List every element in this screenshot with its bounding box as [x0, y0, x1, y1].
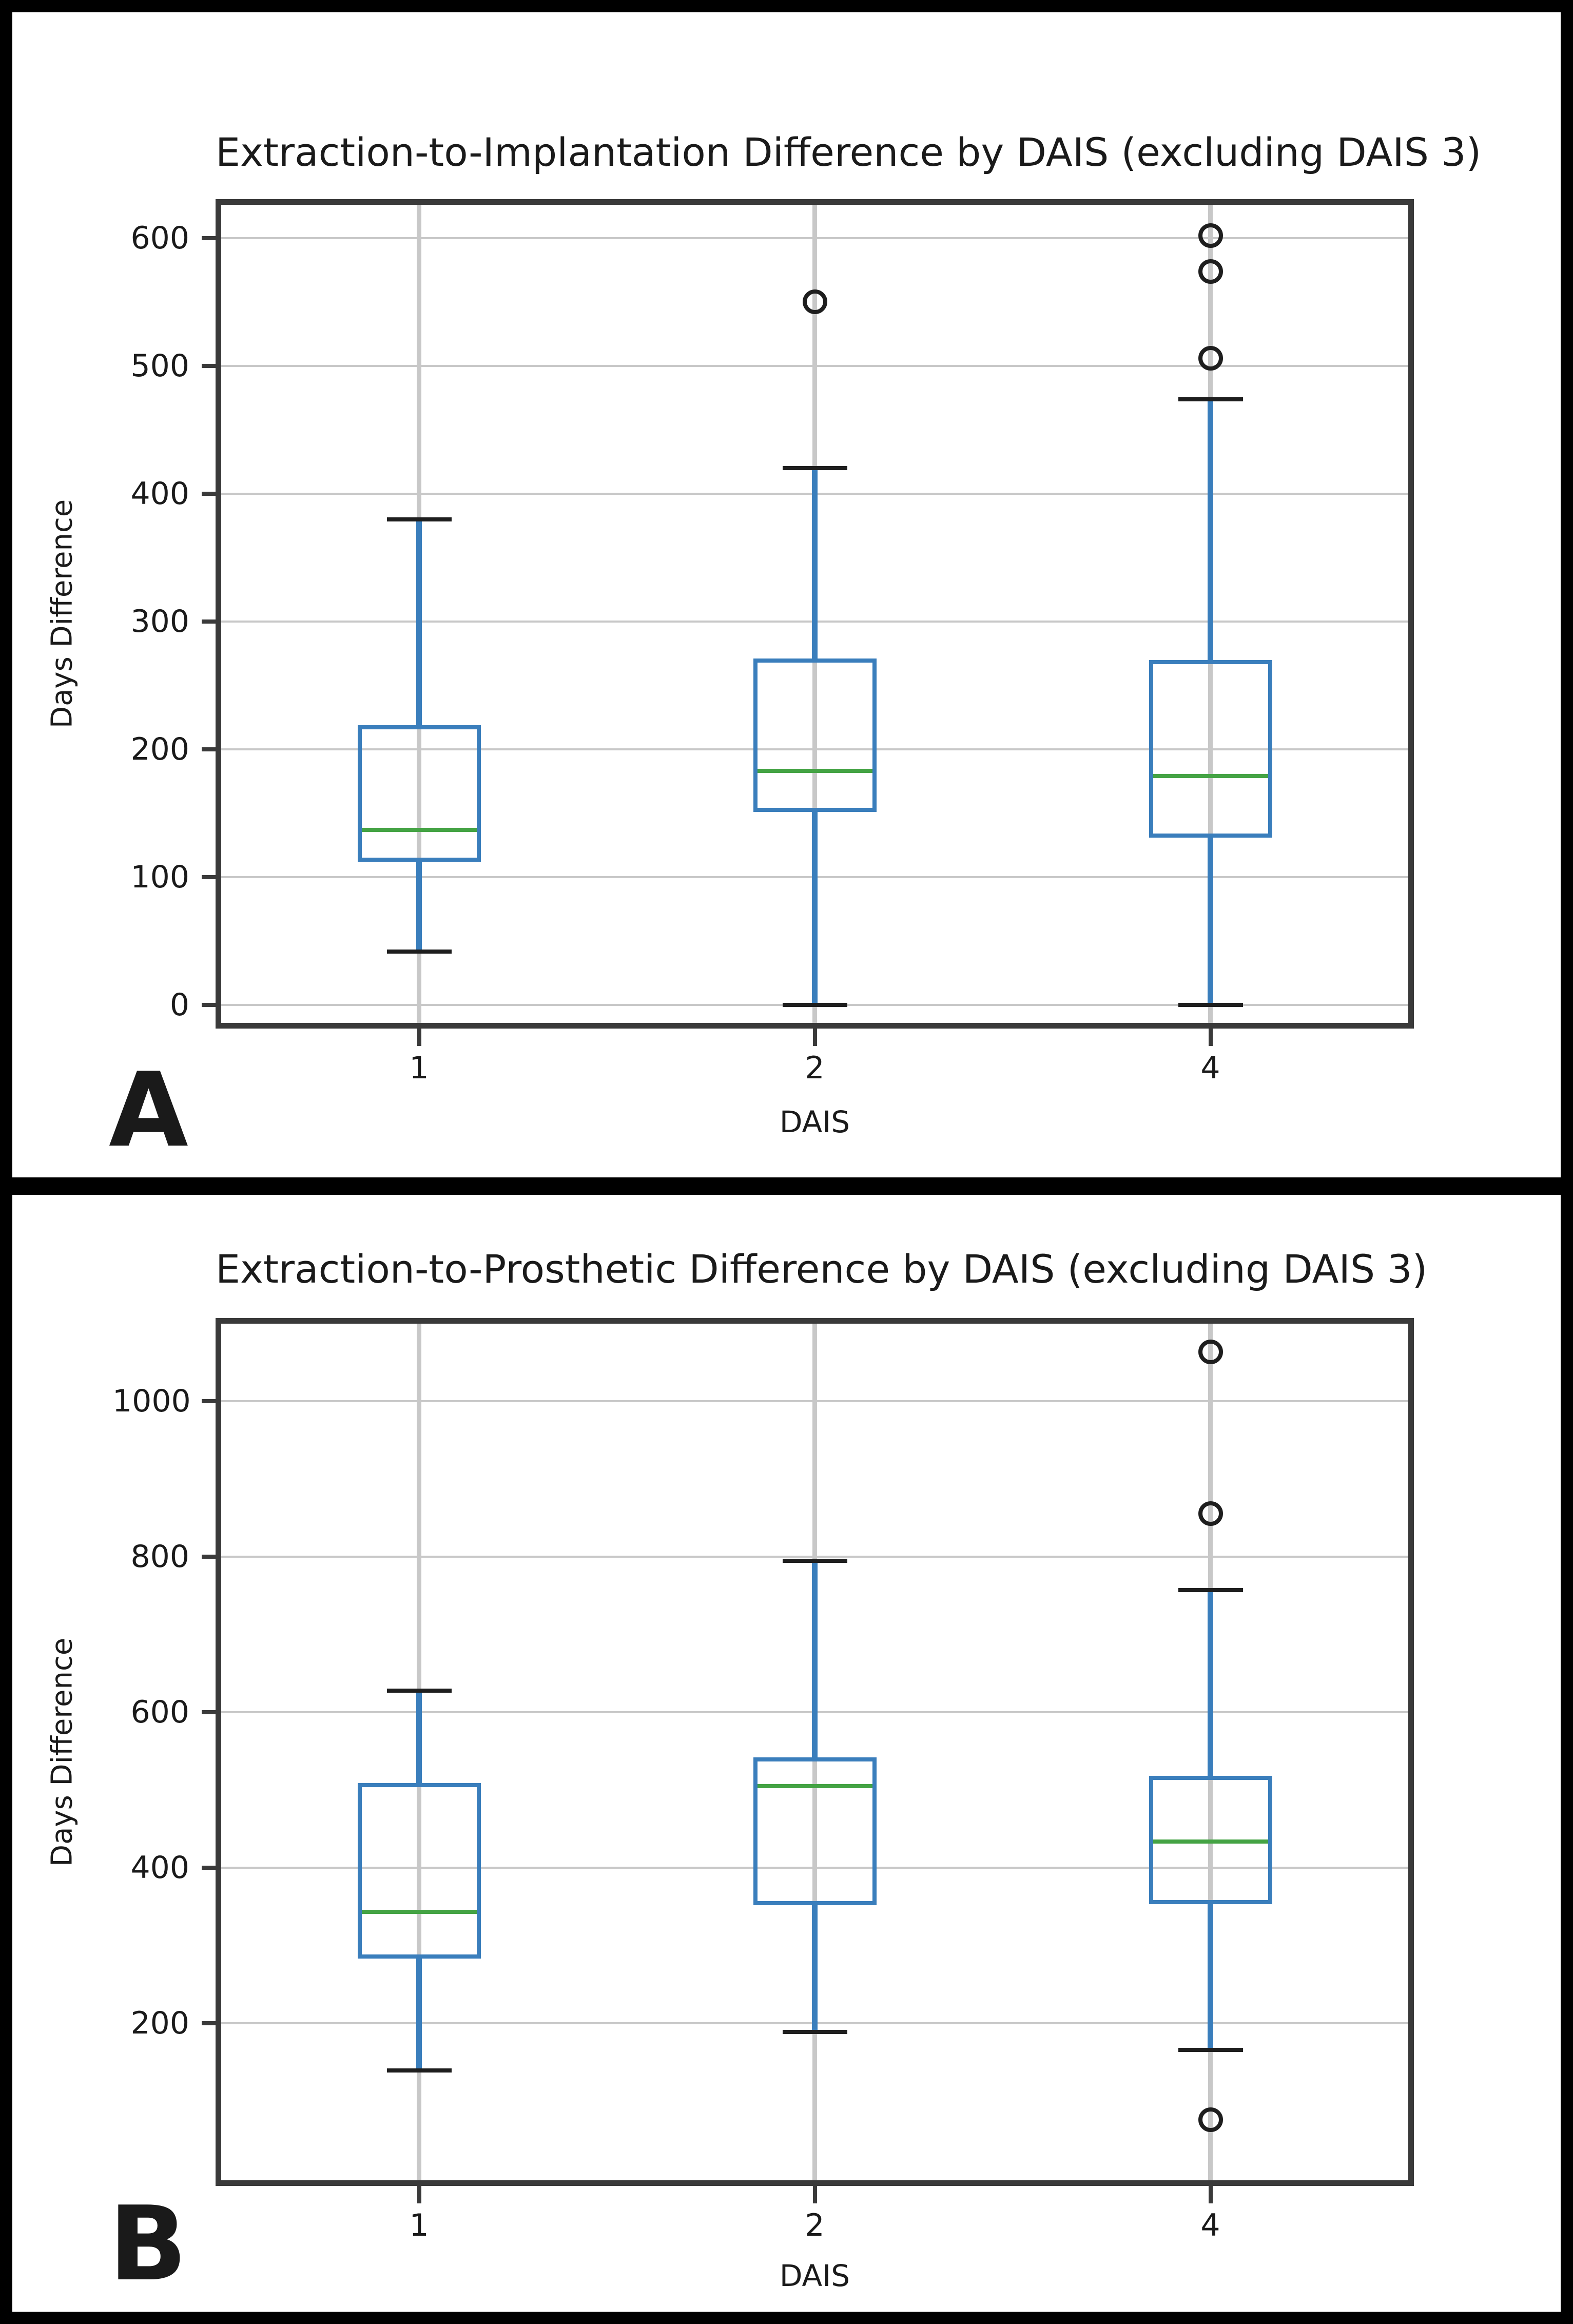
- panel-a-plot-area: [216, 199, 1414, 1029]
- outlier-point: [1198, 345, 1223, 371]
- y-tick-label: 800: [130, 1539, 189, 1575]
- median-line: [1153, 774, 1268, 779]
- y-tick-label: 600: [130, 1694, 189, 1731]
- y-tick-label: 300: [130, 603, 189, 640]
- outlier-point: [1198, 1501, 1223, 1526]
- panel-divider: [12, 1177, 1561, 1195]
- iqr-box: [1149, 1776, 1272, 1905]
- iqr-box: [357, 725, 481, 862]
- outlier-point: [1198, 2107, 1223, 2132]
- y-tick-label: 1000: [112, 1383, 191, 1420]
- y-tick-mark: [202, 875, 221, 880]
- y-tick-label: 600: [130, 220, 189, 256]
- y-tick-label: 100: [130, 859, 189, 896]
- upper-whisker: [1208, 1590, 1213, 1776]
- y-tick-mark: [202, 1555, 221, 1559]
- x-tick-label: 2: [805, 1050, 825, 1086]
- lower-whisker-cap: [782, 2029, 847, 2034]
- lower-whisker: [812, 812, 818, 1005]
- panel-b-letter: B: [109, 2184, 187, 2304]
- lower-whisker: [416, 862, 422, 952]
- y-tick-mark: [202, 236, 221, 240]
- y-tick-mark: [202, 1003, 221, 1008]
- median-line: [361, 827, 477, 832]
- lower-whisker-cap: [386, 949, 452, 954]
- x-tick-mark: [812, 2186, 817, 2203]
- y-tick-mark: [202, 747, 221, 751]
- panel-a-title: Extraction-to-Implantation Difference by…: [216, 129, 1482, 175]
- lower-whisker-cap: [386, 2068, 452, 2073]
- lower-whisker: [812, 1905, 818, 2032]
- upper-whisker: [812, 1560, 818, 1758]
- x-tick-label: 1: [409, 2207, 429, 2243]
- y-tick-label: 0: [169, 987, 189, 1023]
- panel-b-plot-area: [216, 1318, 1414, 2186]
- x-tick-mark: [1208, 1029, 1213, 1046]
- median-line: [757, 769, 872, 773]
- y-tick-label: 200: [130, 731, 189, 767]
- median-line: [361, 1910, 477, 1914]
- upper-whisker: [812, 468, 818, 659]
- x-tick-label: 2: [805, 2207, 825, 2243]
- x-tick-mark: [812, 1029, 817, 1046]
- upper-whisker-cap: [782, 466, 847, 471]
- x-tick-label: 4: [1200, 1050, 1220, 1086]
- outlier-point: [1198, 223, 1223, 248]
- panel-b: Extraction-to-Prosthetic Difference by D…: [12, 1195, 1561, 2312]
- panel-b-y-axis-label: Days Difference: [45, 1637, 79, 1867]
- panel-a-x-axis-label: DAIS: [779, 1105, 850, 1139]
- outlier-point: [1198, 259, 1223, 284]
- upper-whisker: [416, 519, 422, 725]
- x-tick-mark: [1208, 2186, 1213, 2203]
- x-tick-label: 4: [1200, 2207, 1220, 2243]
- outlier-point: [802, 289, 827, 315]
- x-tick-mark: [417, 1029, 421, 1046]
- y-tick-label: 500: [130, 347, 189, 384]
- median-line: [757, 1784, 872, 1789]
- iqr-box: [753, 1757, 877, 1905]
- panel-a-y-axis-label: Days Difference: [45, 499, 79, 729]
- y-tick-mark: [202, 2021, 221, 2026]
- lower-whisker: [1208, 1904, 1213, 2050]
- upper-whisker: [416, 1690, 422, 1784]
- y-tick-label: 400: [130, 475, 189, 512]
- iqr-box: [357, 1783, 481, 1959]
- y-tick-mark: [202, 491, 221, 496]
- upper-whisker-cap: [386, 517, 452, 521]
- panel-a: Extraction-to-Implantation Difference by…: [12, 12, 1561, 1177]
- y-tick-label: 400: [130, 1850, 189, 1886]
- iqr-box: [1149, 660, 1272, 838]
- upper-whisker-cap: [1178, 1588, 1243, 1593]
- y-tick-mark: [202, 1399, 221, 1404]
- panel-b-title: Extraction-to-Prosthetic Difference by D…: [216, 1246, 1428, 1292]
- outlier-point: [1198, 1339, 1223, 1364]
- y-tick-label: 200: [130, 2005, 189, 2042]
- upper-whisker-cap: [782, 1558, 847, 1563]
- lower-whisker: [1208, 837, 1213, 1005]
- iqr-box: [753, 659, 877, 812]
- x-tick-label: 1: [409, 1050, 429, 1086]
- y-tick-mark: [202, 363, 221, 368]
- lower-whisker-cap: [1178, 2047, 1243, 2052]
- median-line: [1153, 1839, 1268, 1844]
- x-tick-mark: [417, 2186, 421, 2203]
- y-tick-mark: [202, 619, 221, 624]
- upper-whisker-cap: [386, 1688, 452, 1693]
- lower-whisker: [416, 1959, 422, 2071]
- y-tick-mark: [202, 1866, 221, 1870]
- lower-whisker-cap: [782, 1003, 847, 1008]
- upper-whisker: [1208, 399, 1213, 660]
- lower-whisker-cap: [1178, 1003, 1243, 1008]
- panel-a-letter: A: [109, 1051, 188, 1170]
- upper-whisker-cap: [1178, 397, 1243, 401]
- y-tick-mark: [202, 1710, 221, 1715]
- panel-b-x-axis-label: DAIS: [779, 2258, 850, 2293]
